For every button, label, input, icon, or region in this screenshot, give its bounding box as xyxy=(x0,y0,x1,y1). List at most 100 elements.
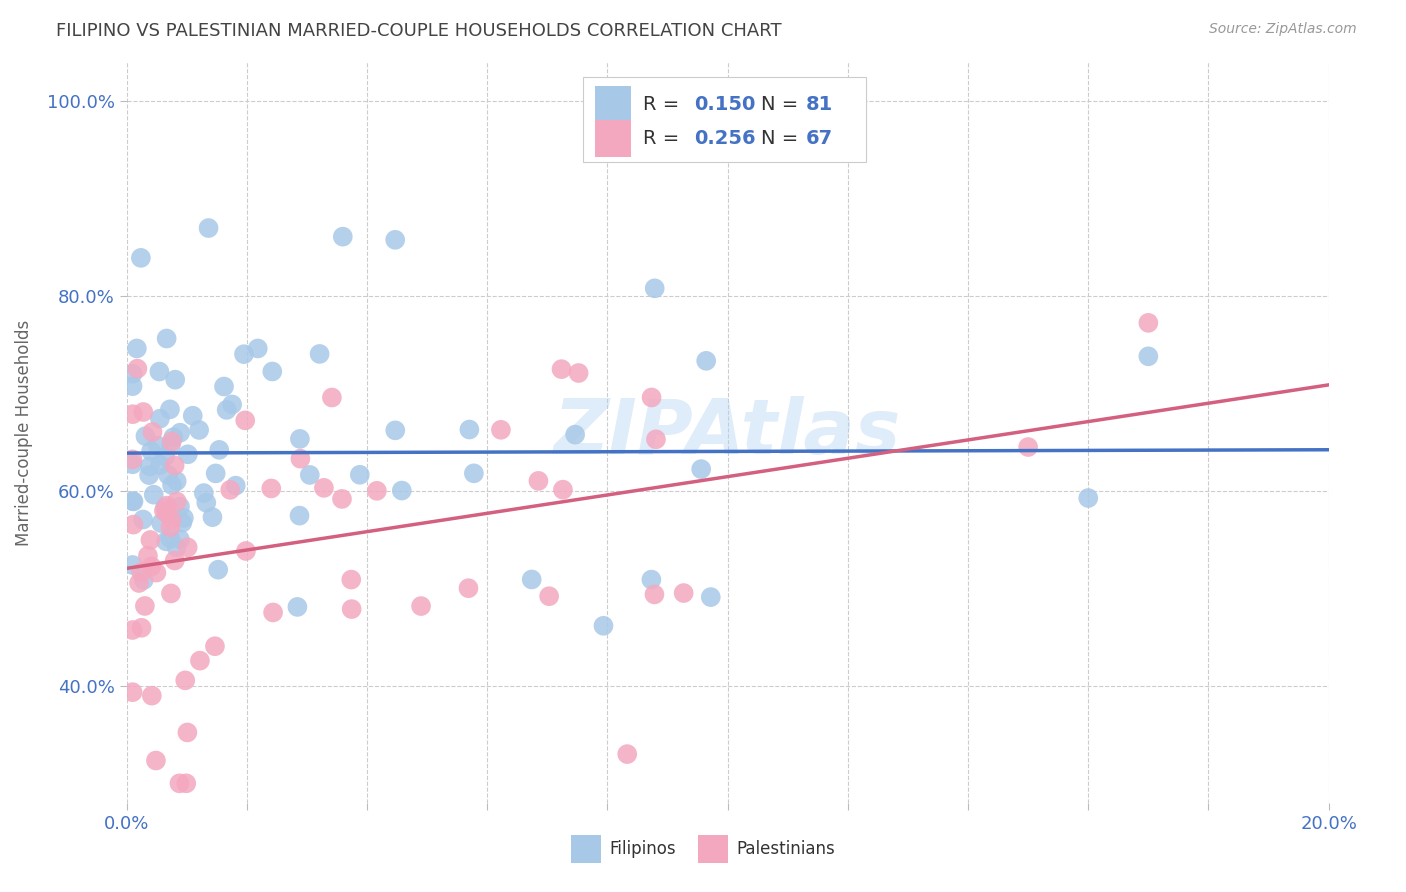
Point xyxy=(138,468,160,483)
Point xyxy=(463,467,485,481)
Point xyxy=(366,483,388,498)
Text: 0.150: 0.150 xyxy=(695,95,755,114)
Point xyxy=(159,531,181,545)
Point xyxy=(176,725,198,739)
Point xyxy=(156,507,179,521)
Bar xyxy=(595,86,631,123)
Point xyxy=(308,347,330,361)
Point xyxy=(644,281,666,295)
Point xyxy=(672,586,695,600)
Point xyxy=(173,511,195,525)
Point xyxy=(188,423,211,437)
Point xyxy=(197,221,219,235)
Point xyxy=(201,510,224,524)
Point xyxy=(150,516,173,530)
Point xyxy=(149,458,172,472)
Point xyxy=(166,474,188,488)
Point xyxy=(564,427,586,442)
Point xyxy=(174,673,197,688)
Point xyxy=(121,407,143,421)
Point xyxy=(458,423,481,437)
FancyBboxPatch shape xyxy=(583,78,866,162)
Point xyxy=(153,504,176,518)
Point xyxy=(157,468,180,483)
Point xyxy=(409,599,432,613)
Point xyxy=(233,413,256,427)
Point xyxy=(550,362,572,376)
Point xyxy=(384,233,406,247)
Point xyxy=(159,520,181,534)
Point xyxy=(155,534,177,549)
Point xyxy=(127,361,149,376)
Point xyxy=(141,689,163,703)
Point xyxy=(640,391,662,405)
Point xyxy=(163,553,186,567)
Point xyxy=(160,586,183,600)
Text: R =: R = xyxy=(644,129,686,148)
Text: 0.256: 0.256 xyxy=(695,129,755,148)
Point xyxy=(160,478,183,492)
Point xyxy=(121,457,143,471)
Point xyxy=(139,459,162,474)
Point xyxy=(156,499,179,513)
Point xyxy=(122,517,145,532)
Point xyxy=(174,776,197,790)
Point xyxy=(568,366,591,380)
Bar xyxy=(595,120,631,157)
Point xyxy=(640,573,662,587)
Point xyxy=(139,533,162,547)
Point xyxy=(457,581,479,595)
Text: Source: ZipAtlas.com: Source: ZipAtlas.com xyxy=(1209,22,1357,37)
Point xyxy=(160,434,183,449)
Point xyxy=(312,481,335,495)
Point xyxy=(121,685,143,699)
Point xyxy=(169,425,191,440)
Point xyxy=(149,411,172,425)
Point xyxy=(169,500,191,514)
Point xyxy=(146,439,169,453)
Point xyxy=(142,488,165,502)
Point xyxy=(166,541,188,555)
Point xyxy=(298,467,321,482)
Point xyxy=(131,621,153,635)
Point xyxy=(208,442,231,457)
Point xyxy=(132,573,155,587)
Point xyxy=(1017,440,1039,454)
Point xyxy=(204,467,226,481)
Point xyxy=(290,451,312,466)
Point xyxy=(125,342,148,356)
Point xyxy=(177,447,200,461)
Point xyxy=(592,619,614,633)
Y-axis label: Married-couple Households: Married-couple Households xyxy=(15,319,32,546)
Point xyxy=(520,573,543,587)
Point xyxy=(262,364,284,378)
Point xyxy=(645,433,668,447)
Point xyxy=(384,423,406,437)
Point xyxy=(176,541,198,555)
Point xyxy=(215,403,238,417)
Point xyxy=(207,563,229,577)
Point xyxy=(139,444,162,458)
Point xyxy=(121,494,143,508)
Point xyxy=(121,379,143,393)
Point xyxy=(527,474,550,488)
Point xyxy=(695,354,717,368)
Point xyxy=(489,423,512,437)
Point xyxy=(340,602,363,616)
Point xyxy=(153,450,176,464)
Point xyxy=(246,342,269,356)
Point xyxy=(159,402,181,417)
Point xyxy=(129,251,152,265)
Text: 81: 81 xyxy=(806,95,832,114)
Text: ZIPAtlas: ZIPAtlas xyxy=(554,396,901,469)
Point xyxy=(340,573,363,587)
Point xyxy=(121,452,143,467)
Point xyxy=(141,559,163,574)
Text: Filipinos: Filipinos xyxy=(610,839,676,858)
Point xyxy=(162,430,184,444)
Point xyxy=(321,391,343,405)
Point xyxy=(287,599,309,614)
Point xyxy=(132,512,155,526)
Text: 67: 67 xyxy=(806,129,832,148)
Text: N =: N = xyxy=(761,129,804,148)
